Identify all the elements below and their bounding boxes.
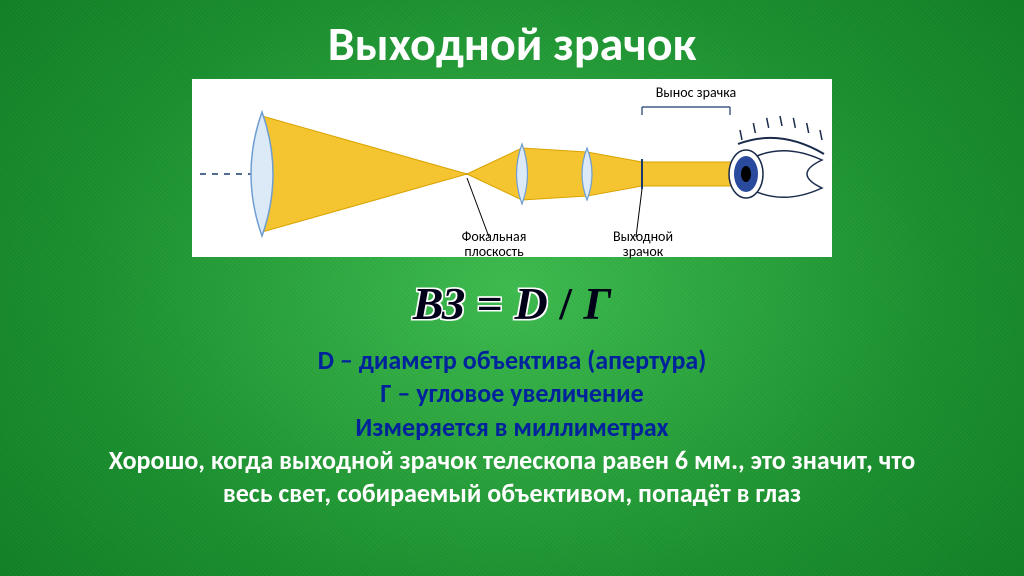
- desc-line-4: Хорошо, когда выходной зрачок телескопа …: [109, 444, 916, 477]
- optics-diagram: Вынос зрачка Фокальнаяплоскость Выходной…: [192, 79, 832, 257]
- formula: ВЗ = D / Г: [413, 277, 612, 330]
- formula-divide: /: [559, 278, 572, 329]
- slide-content: Выходной зрачок: [0, 0, 1024, 576]
- label-eye-relief: Вынос зрачка: [641, 85, 751, 100]
- ray-bundle: [262, 116, 734, 232]
- label-exit-pupil: Выходнойзрачок: [598, 229, 688, 260]
- eye-relief-bracket: [642, 107, 730, 115]
- formula-lhs: ВЗ: [413, 278, 466, 329]
- desc-line-1: D – диаметр объектива (апертура): [109, 344, 916, 377]
- formula-numerator: D: [514, 278, 547, 329]
- formula-equals: =: [477, 278, 503, 329]
- slide-title: Выходной зрачок: [328, 14, 697, 73]
- desc-line-5: весь свет, собираемый объективом, попадё…: [109, 477, 916, 510]
- label-focal-plane: Фокальнаяплоскость: [449, 229, 539, 260]
- desc-line-3: Измеряется в миллиметрах: [109, 411, 916, 444]
- desc-line-2: Г – угловое увеличение: [109, 377, 916, 410]
- eye-icon: [729, 116, 824, 198]
- formula-denominator: Г: [583, 278, 611, 329]
- description-block: D – диаметр объектива (апертура) Г – угл…: [109, 344, 916, 510]
